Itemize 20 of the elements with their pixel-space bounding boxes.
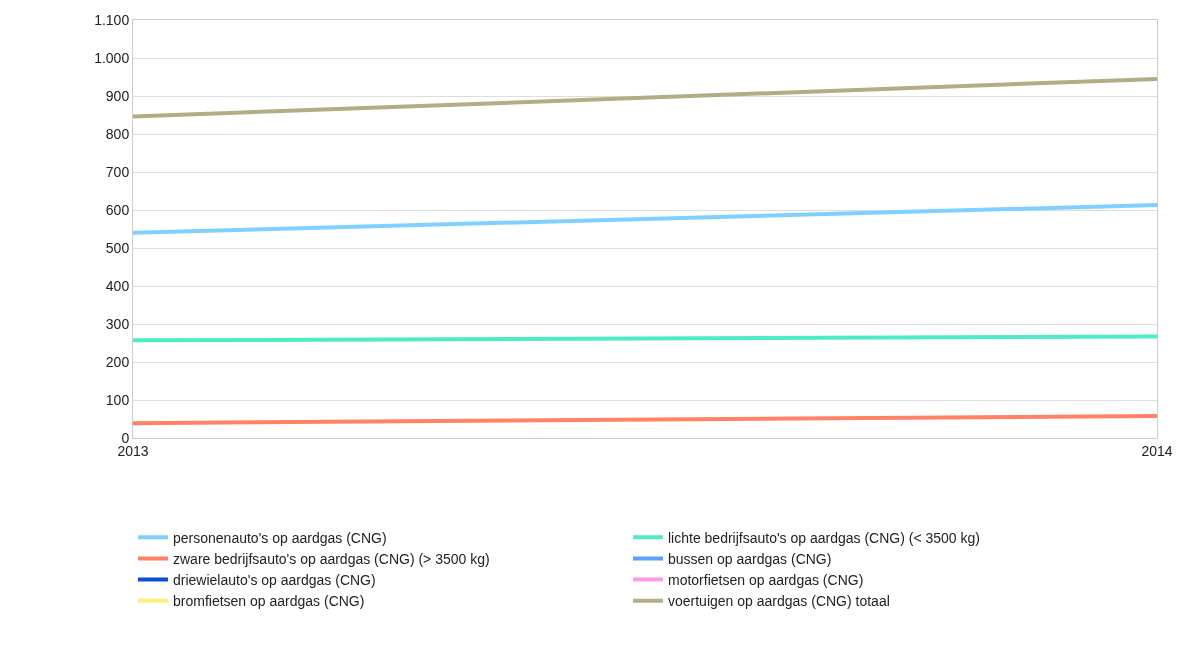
y-tick-label: 200	[105, 353, 130, 370]
y-tick-label: 300	[105, 315, 130, 332]
legend-label: lichte bedrijfsauto's op aardgas (CNG) (< 3500 kg)	[668, 529, 980, 546]
y-tick-label: 100	[105, 391, 130, 408]
y-tick-label: 1.100	[94, 11, 130, 28]
legend-label: motorfietsen op aardgas (CNG)	[668, 572, 864, 589]
y-tick-label: 1.000	[94, 49, 130, 66]
legend-label: bromfietsen op aardgas (CNG)	[173, 593, 365, 610]
y-tick-label: 500	[105, 239, 130, 256]
legend-label: zware bedrijfsauto's op aardgas (CNG) (> 3500 kg)	[173, 550, 490, 567]
y-tick-label: 400	[105, 277, 130, 294]
y-tick-label: 600	[105, 201, 130, 218]
legend-label: driewielauto's op aardgas (CNG)	[173, 572, 376, 589]
legend-label: personenauto's op aardgas (CNG)	[173, 529, 387, 546]
x-tick-label: 2014	[1141, 442, 1173, 459]
y-tick-label: 700	[105, 163, 130, 180]
y-tick-label: 800	[105, 125, 130, 142]
legend-label: voertuigen op aardgas (CNG) totaal	[668, 593, 890, 610]
y-tick-label: 900	[105, 87, 130, 104]
legend-label: bussen op aardgas (CNG)	[668, 550, 832, 567]
